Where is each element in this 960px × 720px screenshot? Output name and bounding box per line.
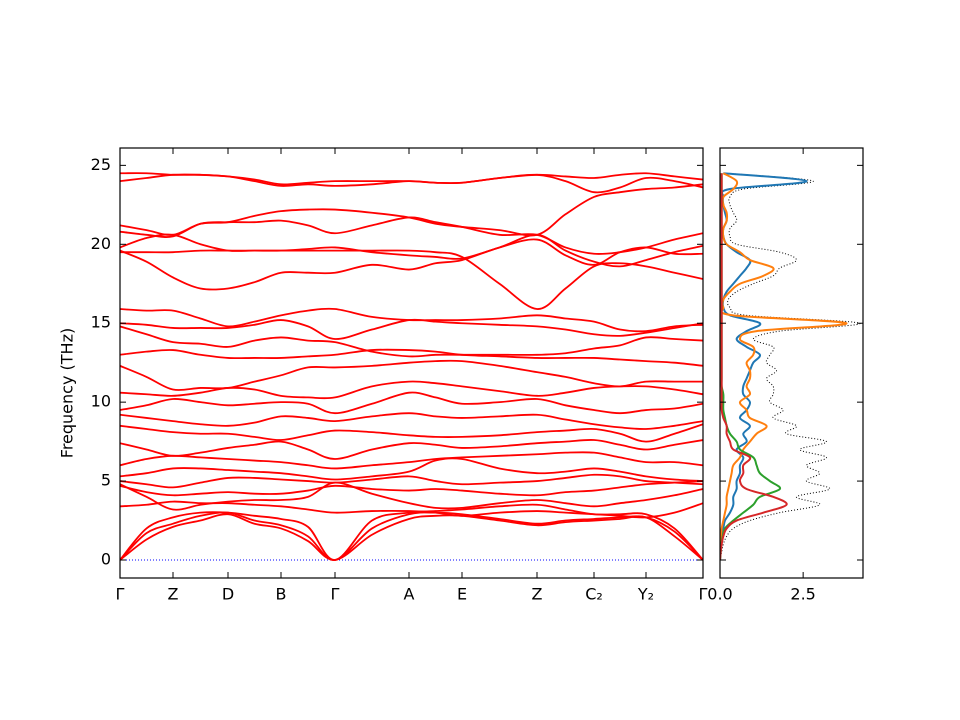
plot-area xyxy=(720,172,861,561)
band xyxy=(120,325,703,358)
band xyxy=(120,473,703,489)
x-tick-label: Γ xyxy=(116,585,125,604)
band xyxy=(120,233,703,268)
band xyxy=(120,503,703,561)
x-tick-label: 0.0 xyxy=(707,585,732,604)
band xyxy=(120,380,703,400)
band xyxy=(120,481,703,511)
band xyxy=(120,511,703,561)
dos-curve xyxy=(720,172,808,561)
band xyxy=(120,216,703,255)
x-tick-label: Z xyxy=(532,585,543,604)
dos-curve xyxy=(720,172,861,561)
axes-frame xyxy=(119,147,704,579)
y-axis-label: Frequency (THz) xyxy=(58,328,77,458)
y-tick-label: 20 xyxy=(91,234,111,253)
x-tick-label: 2.5 xyxy=(790,585,815,604)
band xyxy=(120,183,703,237)
x-tick-label: E xyxy=(457,585,467,604)
x-tick-label: C₂ xyxy=(585,585,603,604)
x-tick-label: Γ xyxy=(331,585,340,604)
band xyxy=(120,173,703,194)
y-tick-label: 5 xyxy=(101,471,111,490)
y-tick-label: 10 xyxy=(91,392,111,411)
band xyxy=(120,391,703,415)
x-tick-label: Z xyxy=(168,585,179,604)
band xyxy=(120,500,703,519)
band xyxy=(120,513,703,561)
band xyxy=(120,423,703,443)
y-tick-label: 0 xyxy=(101,550,111,569)
x-tick-label: D xyxy=(222,585,234,604)
plot-area xyxy=(120,172,703,561)
band xyxy=(120,318,703,340)
dos-curve xyxy=(720,173,788,561)
axes-frame xyxy=(719,147,864,579)
dos-curve xyxy=(720,172,848,561)
band xyxy=(120,348,703,367)
band xyxy=(120,457,703,482)
band xyxy=(120,412,703,430)
x-tick-label: A xyxy=(404,585,415,604)
band xyxy=(120,480,703,497)
x-tick-label: Γ xyxy=(699,585,708,604)
y-tick-label: 15 xyxy=(91,313,111,332)
x-tick-label: B xyxy=(276,585,287,604)
band xyxy=(120,439,703,460)
band xyxy=(120,249,703,310)
band xyxy=(120,238,703,291)
band xyxy=(120,451,703,470)
x-tick-label: Y₂ xyxy=(637,585,654,604)
y-tick-label: 25 xyxy=(91,155,111,174)
